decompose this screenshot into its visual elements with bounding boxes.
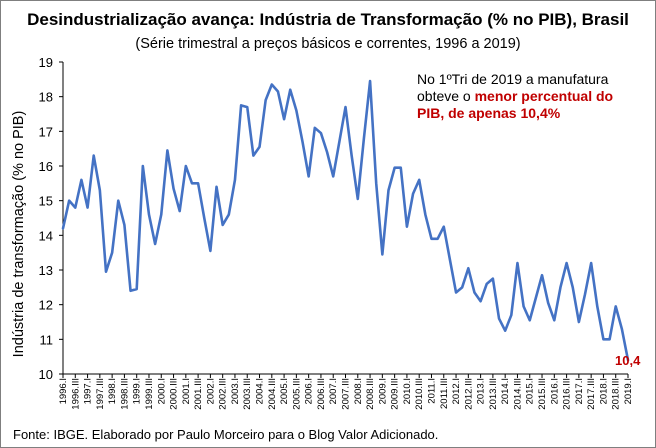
x-tick-label: 2012.I xyxy=(451,378,462,404)
x-tick-label: 2009.I xyxy=(377,378,388,404)
y-tick-label: 17 xyxy=(39,124,53,139)
x-tick-label: 2005.III xyxy=(291,378,302,410)
x-tick-label: 2002.III xyxy=(218,378,229,410)
annotation-text: No 1ºTri de 2019 a manufatura obteve o xyxy=(417,71,609,104)
series-line xyxy=(61,79,630,362)
x-tick-label: 2017.III xyxy=(586,378,597,410)
x-tick-label: 2004.III xyxy=(267,378,278,410)
y-tick-label: 13 xyxy=(39,263,53,278)
x-tick-label: 2011.III xyxy=(439,378,450,409)
x-tick-label: 2013.I xyxy=(476,378,487,404)
x-tick-label: 1998.III xyxy=(119,378,130,410)
x-tick-label: 2015.III xyxy=(537,378,548,410)
x-tick-label: 2002.I xyxy=(205,378,216,404)
x-tick-label: 2017.I xyxy=(574,378,585,404)
source-note: Fonte: IBGE. Elaborado por Paulo Morceir… xyxy=(13,427,439,442)
y-axis-label: Indústria de transformação (% no PIB) xyxy=(11,111,27,358)
x-tick-label: 2004.I xyxy=(255,378,266,404)
x-tick-label: 1997.I xyxy=(83,378,94,404)
x-tick-label: 2016.III xyxy=(562,378,573,410)
x-tick-label: 2010.III xyxy=(414,378,425,410)
x-tick-label: 2019.I xyxy=(623,378,634,404)
last-value-label: 10,4 xyxy=(615,353,641,368)
y-axis-ticks: 10 11 12 13 14 15 16 17 18 19 xyxy=(39,55,63,382)
x-tick-label: 1998.I xyxy=(107,378,118,404)
x-tick-label: 2003.III xyxy=(242,378,253,410)
x-tick-label: 2011.I xyxy=(426,378,437,404)
x-tick-label: 2016.I xyxy=(549,378,560,404)
x-tick-label: 2018.III xyxy=(611,378,622,410)
x-tick-label: 2001.I xyxy=(181,378,192,404)
y-tick-label: 19 xyxy=(39,55,53,70)
x-tick-label: 2007.III xyxy=(341,378,352,410)
x-tick-label: 2001.III xyxy=(193,378,204,410)
x-tick-label: 2009.III xyxy=(390,378,401,410)
x-tick-label: 1997.III xyxy=(95,378,106,410)
x-tick-label: 2006.I xyxy=(304,378,315,404)
x-tick-label: 1999.I xyxy=(132,378,143,404)
y-tick-label: 11 xyxy=(40,332,54,347)
chart-title: Desindustrialização avança: Indústria de… xyxy=(27,10,629,29)
x-tick-label: 2006.III xyxy=(316,378,327,410)
x-tick-label: 1996.III xyxy=(70,378,81,410)
x-tick-label: 1999.III xyxy=(144,378,155,410)
x-tick-label: 2000.I xyxy=(156,378,167,404)
x-tick-label: 2010.I xyxy=(402,378,413,404)
chart-subtitle: (Série trimestral a preços básicos e cor… xyxy=(135,36,521,52)
x-tick-label: 2000.III xyxy=(169,378,180,410)
x-tick-label: 2014.III xyxy=(512,378,523,410)
x-tick-label: 1996.I xyxy=(58,378,69,404)
x-tick-label: 2007.I xyxy=(328,378,339,404)
x-tick-label: 2005.I xyxy=(279,378,290,404)
annotation-box: No 1ºTri de 2019 a manufatura obteve o m… xyxy=(417,71,643,122)
x-tick-label: 2013.III xyxy=(488,378,499,410)
x-tick-label: 2008.III xyxy=(365,378,376,410)
y-tick-label: 10 xyxy=(39,367,53,382)
x-tick-label: 2012.III xyxy=(463,378,474,410)
x-tick-label: 2018.I xyxy=(598,378,609,404)
y-tick-label: 16 xyxy=(39,159,53,174)
y-tick-label: 18 xyxy=(39,90,53,105)
y-tick-label: 12 xyxy=(39,298,53,313)
x-tick-label: 2014.I xyxy=(500,378,511,404)
x-tick-label: 2015.I xyxy=(525,378,536,404)
y-tick-label: 15 xyxy=(39,194,53,209)
y-tick-label: 14 xyxy=(39,228,53,243)
x-tick-label: 2003.I xyxy=(230,378,241,404)
x-tick-label: 2008.I xyxy=(353,378,364,404)
annotation-highlight: menor percentual do PIB, de apenas 10,4% xyxy=(417,88,614,121)
x-axis-ticks: 1996.I 1996.III 1997.I 1997.III 1998.I 1998.I… xyxy=(58,374,634,410)
